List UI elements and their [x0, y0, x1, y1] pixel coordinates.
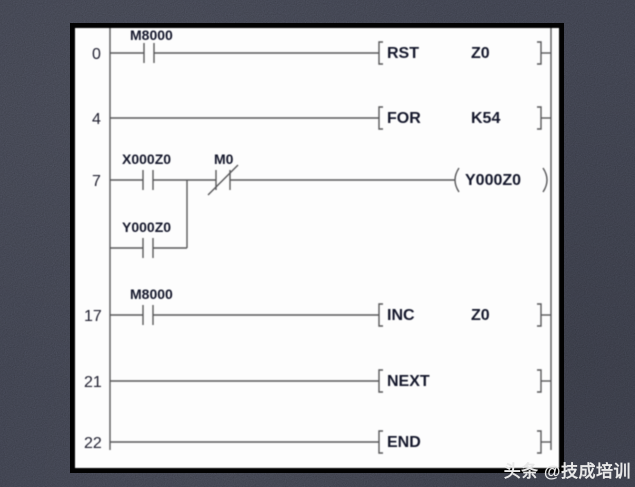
svg-text:M8000: M8000: [130, 286, 173, 302]
svg-text:Y000Z0: Y000Z0: [465, 172, 521, 189]
svg-text:K54: K54: [471, 110, 500, 127]
svg-text:Y000Z0: Y000Z0: [122, 219, 171, 235]
svg-text:Z0: Z0: [471, 307, 490, 324]
svg-text:NEXT: NEXT: [387, 373, 430, 390]
svg-text:7: 7: [92, 173, 101, 190]
svg-text:M0: M0: [214, 151, 234, 167]
svg-text:21: 21: [84, 374, 102, 391]
svg-text:M8000: M8000: [130, 28, 173, 43]
svg-text:INC: INC: [387, 307, 415, 324]
svg-text:RST: RST: [387, 45, 419, 62]
svg-text:FOR: FOR: [387, 110, 421, 127]
svg-text:0: 0: [92, 46, 101, 63]
svg-text:17: 17: [84, 308, 102, 325]
svg-text:Z0: Z0: [471, 45, 490, 62]
svg-text:4: 4: [92, 111, 101, 128]
svg-text:END: END: [387, 434, 421, 451]
svg-text:X000Z0: X000Z0: [122, 151, 171, 167]
svg-text:22: 22: [84, 435, 102, 452]
